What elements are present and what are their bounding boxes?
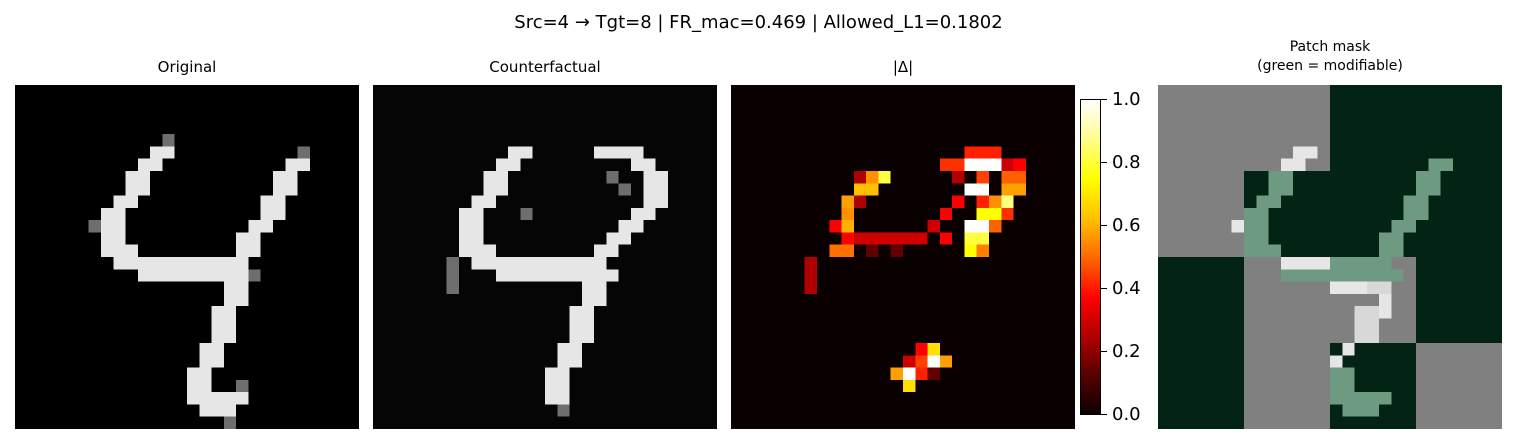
colorbar-tick [1101, 162, 1107, 163]
colorbar-tick [1101, 99, 1107, 100]
colorbar-tick [1101, 351, 1107, 352]
colorbar-tick [1101, 414, 1107, 415]
colorbar-tick-label: 1.0 [1112, 89, 1141, 110]
panel-title-counterfactual: Counterfactual [489, 58, 601, 76]
colorbar-tick-label: 0.0 [1112, 404, 1141, 425]
patch-mask-image [1158, 85, 1502, 429]
counterfactual-digit-image [373, 85, 717, 429]
panel-title-delta: |Δ| [892, 58, 914, 76]
colorbar [1080, 99, 1101, 415]
colorbar-tick [1101, 225, 1107, 226]
colorbar-tick-label: 0.6 [1112, 215, 1141, 236]
colorbar-tick-label: 0.2 [1112, 341, 1141, 362]
panel-title-original: Original [157, 58, 217, 76]
original-digit-image [15, 85, 359, 429]
colorbar-tick-label: 0.4 [1112, 278, 1141, 299]
figure-title: Src=4 → Tgt=8 | FR_mac=0.469 | Allowed_L… [514, 12, 1003, 33]
colorbar-tick-label: 0.8 [1112, 152, 1141, 173]
delta-heatmap [731, 85, 1075, 429]
panel-title-patch-mask: Patch mask (green = modifiable) [1257, 39, 1403, 74]
colorbar-tick [1101, 288, 1107, 289]
